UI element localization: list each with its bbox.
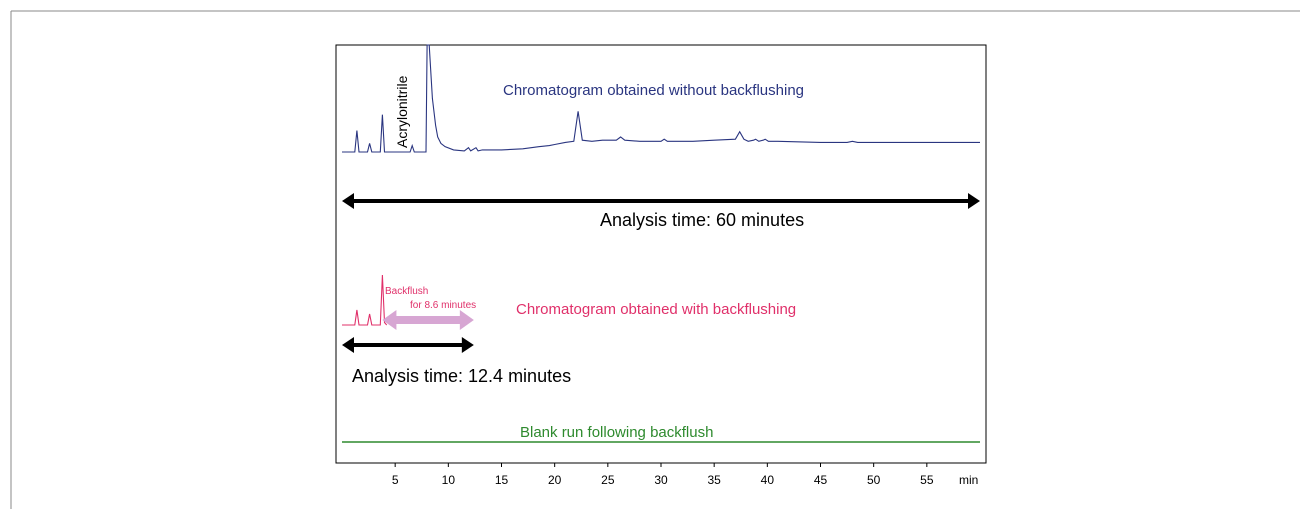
backflush-label-line2: for 8.6 minutes [410, 300, 476, 311]
x-tick-label: 5 [392, 473, 399, 487]
x-tick-label: 20 [548, 473, 562, 487]
x-axis-unit-label: min [959, 473, 978, 487]
acrylonitrile-label: Acrylonitrile [394, 75, 410, 148]
trace-with-backflush [342, 274, 388, 326]
blank-run-label: Blank run following backflush [520, 424, 713, 441]
analysis-time-12-arrow [342, 337, 474, 353]
analysis-time-60-label: Analysis time: 60 minutes [600, 210, 804, 230]
analysis-time-60-arrow [342, 193, 980, 209]
x-tick-label: 35 [707, 473, 721, 487]
without-backflush-label: Chromatogram obtained without backflushi… [503, 82, 804, 99]
backflush-label-line1: Backflush [385, 286, 428, 297]
x-tick-label: 25 [601, 473, 615, 487]
x-tick-label: 40 [761, 473, 775, 487]
x-tick-label: 45 [814, 473, 828, 487]
backflush-duration-arrow [382, 310, 474, 330]
x-tick-label: 30 [654, 473, 668, 487]
x-tick-label: 10 [442, 473, 456, 487]
x-tick-label: 55 [920, 473, 934, 487]
x-tick-label: 15 [495, 473, 509, 487]
analysis-time-12-label: Analysis time: 12.4 minutes [352, 366, 571, 386]
trace-without-backflush [342, 44, 980, 153]
x-tick-label: 50 [867, 473, 881, 487]
with-backflush-label: Chromatogram obtained with backflushing [516, 301, 796, 318]
